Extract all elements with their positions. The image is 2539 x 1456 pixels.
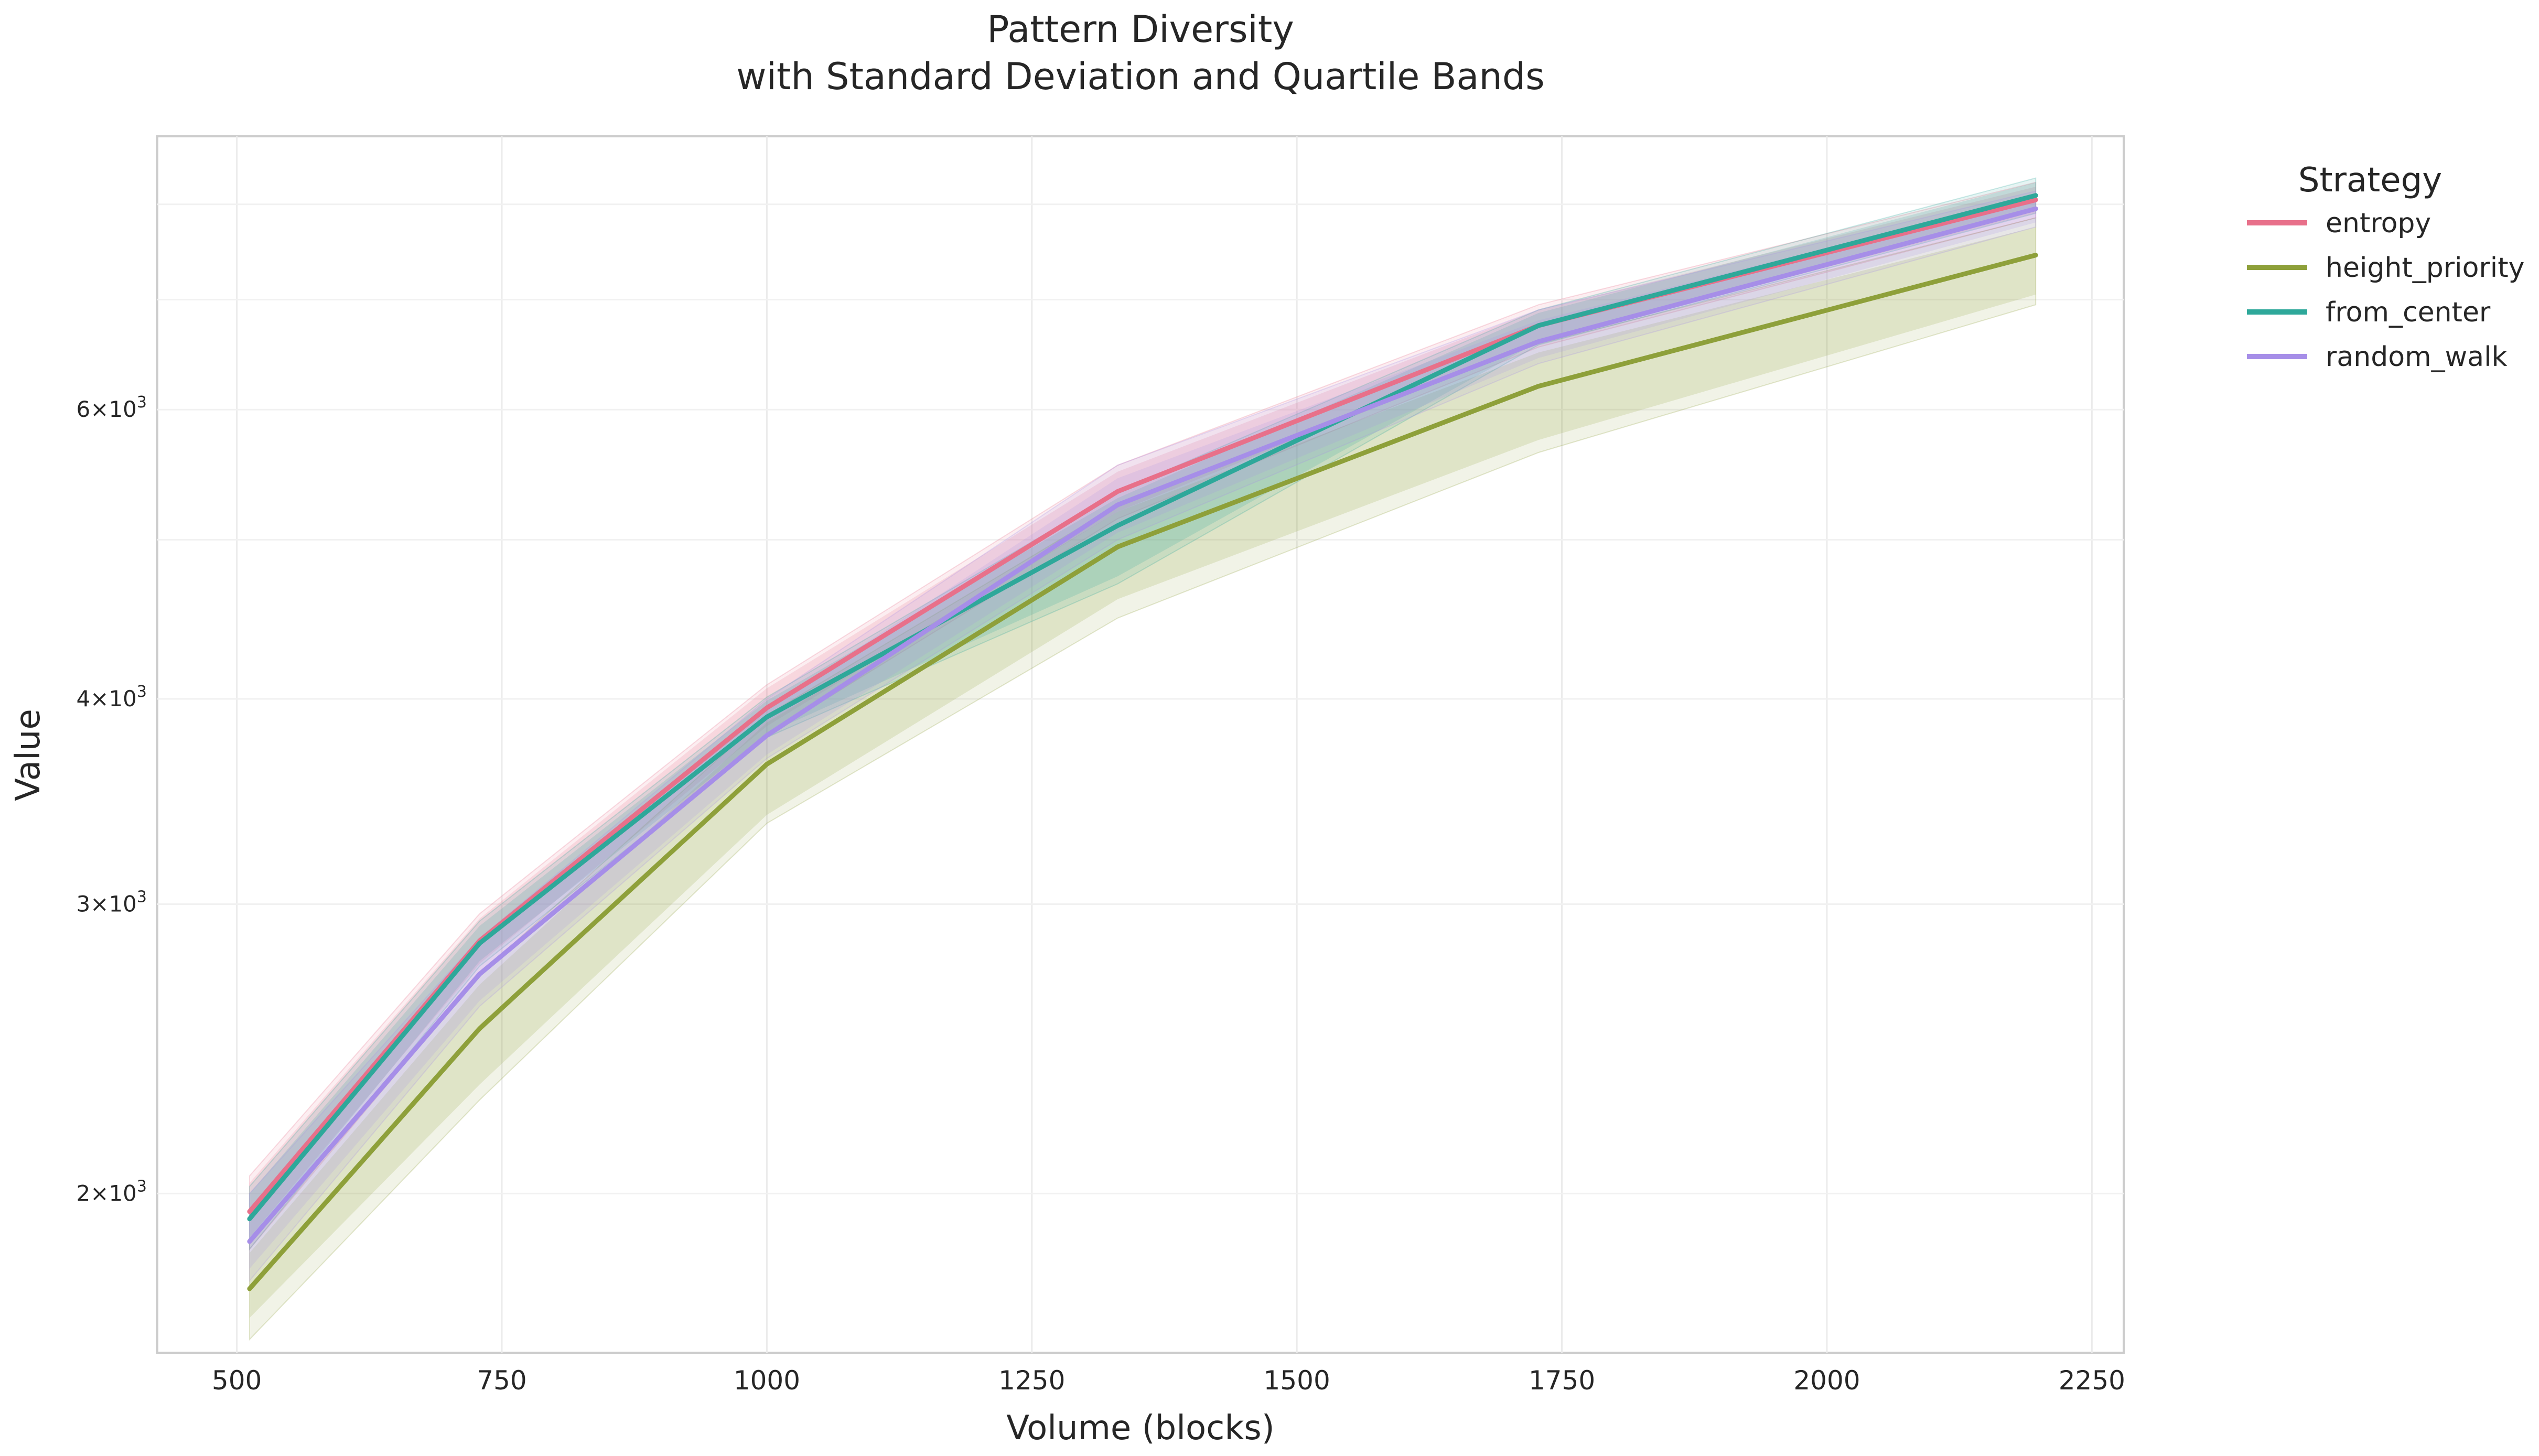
- y-tick-exponent: 3: [137, 1177, 147, 1195]
- series-lines: [247, 193, 2038, 1291]
- x-tick-label: 500: [212, 1365, 262, 1396]
- quartile-band-from_center: [249, 177, 2037, 1251]
- legend-label-random_walk: random_walk: [2326, 341, 2508, 373]
- y-tick-base: 10: [109, 1180, 136, 1206]
- chart-title: Pattern Diversity: [987, 8, 1294, 51]
- std-band-height_priority: [249, 227, 2036, 1318]
- y-tick-mantissa: 6: [77, 396, 91, 422]
- x-tick-label: 2250: [2059, 1365, 2125, 1396]
- grid-lines: [157, 136, 2124, 1353]
- x-tick-label: 1750: [1529, 1365, 1595, 1396]
- x-tick-label: 750: [477, 1365, 526, 1396]
- y-tick-exponent: 3: [137, 393, 147, 412]
- x-tick-label: 1500: [1264, 1365, 1330, 1396]
- series-line-random_walk: [247, 206, 2038, 1244]
- chart-subtitle: with Standard Deviation and Quartile Ban…: [736, 55, 1544, 98]
- y-tick-mantissa: 4: [77, 686, 91, 711]
- legend: Strategy entropy height_priority from_cent…: [2247, 161, 2524, 373]
- y-tick-base: 10: [109, 396, 136, 422]
- y-tick-label: 6×103: [77, 393, 147, 422]
- y-tick-base: 10: [109, 891, 136, 917]
- plot-area: [156, 135, 2125, 1354]
- y-tick-exponent: 3: [137, 888, 147, 907]
- y-tick-mantissa: 2: [77, 1180, 91, 1206]
- x-axis-label: Volume (blocks): [1006, 1409, 1274, 1448]
- y-tick-label: 4×103: [77, 683, 147, 711]
- y-axis-ticks: 2×103 3×103 4×103 6×103: [77, 393, 147, 1206]
- x-tick-label: 2000: [1793, 1365, 1860, 1396]
- legend-title: Strategy: [2298, 161, 2442, 200]
- y-tick-label: 2×103: [77, 1177, 147, 1206]
- x-tick-label: 1250: [998, 1365, 1065, 1396]
- series-line-height_priority: [247, 253, 2038, 1291]
- y-axis-label: Value: [9, 709, 48, 801]
- y-tick-label: 3×103: [77, 888, 147, 917]
- y-tick-base: 10: [109, 686, 136, 711]
- quartile-band-random_walk: [249, 190, 2037, 1282]
- legend-label-height_priority: height_priority: [2326, 252, 2524, 284]
- y-tick-exponent: 3: [137, 683, 147, 701]
- y-tick-mantissa: 3: [77, 891, 91, 917]
- x-axis-ticks: 500 750 1000 1250 1500 1750 2000 2250: [212, 1365, 2125, 1396]
- legend-label-from_center: from_center: [2326, 297, 2491, 328]
- legend-label-entropy: entropy: [2326, 208, 2431, 239]
- legend-items: entropy height_priority from_center random_…: [2247, 208, 2524, 373]
- x-tick-label: 1000: [734, 1365, 800, 1396]
